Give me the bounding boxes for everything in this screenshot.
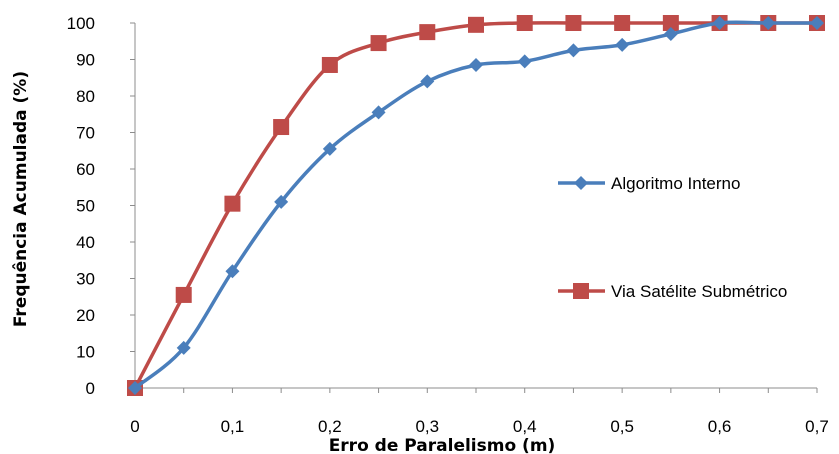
y-tick-label: 70 <box>76 124 95 143</box>
data-point-diamond-marker <box>615 37 630 52</box>
legend: Algoritmo Interno Via Satélite Submétrico <box>558 174 787 301</box>
data-point-diamond-marker <box>712 16 727 30</box>
legend-label: Algoritmo Interno <box>611 174 740 193</box>
y-tick-label: 100 <box>67 14 95 33</box>
data-point-square-marker <box>662 15 679 31</box>
y-axis-title: Frequência Acumulada (%) <box>11 71 31 327</box>
data-point-square-marker <box>224 195 241 212</box>
data-point-diamond-marker <box>810 16 824 30</box>
legend-square-marker <box>573 283 589 299</box>
legend-diamond-marker <box>574 176 588 190</box>
y-tick-label: 20 <box>76 306 95 325</box>
y-tick-label: 40 <box>76 233 95 252</box>
data-point-diamond-marker <box>469 57 483 72</box>
data-point-square-marker <box>468 16 484 33</box>
x-tick-label: 0,1 <box>221 417 245 436</box>
y-tick-label: 90 <box>76 51 95 70</box>
data-point-diamond-marker <box>274 194 289 209</box>
data-point-diamond-marker <box>225 264 240 279</box>
x-tick-label: 0 <box>130 417 139 436</box>
series-via-satelite <box>127 15 825 396</box>
data-point-square-marker <box>273 119 290 136</box>
data-point-square-marker <box>175 286 192 303</box>
legend-item: Via Satélite Submétrico <box>558 282 787 301</box>
x-tick-label: 0,4 <box>513 417 537 436</box>
series-line <box>133 20 817 390</box>
x-tick-label: 0,3 <box>415 417 439 436</box>
y-tick-label: 0 <box>86 379 95 398</box>
y-ticks: 0 10 20 30 40 50 60 70 80 90 100 <box>67 14 135 398</box>
y-tick-label: 80 <box>76 87 95 106</box>
data-point-diamond-marker <box>566 43 581 58</box>
data-point-square-marker <box>614 15 631 31</box>
data-point-diamond-marker <box>128 381 142 395</box>
data-point-diamond-marker <box>761 16 776 30</box>
data-point-square-marker <box>419 24 436 41</box>
x-tick-label: 0,2 <box>318 417 342 436</box>
data-point-diamond-marker <box>176 340 191 355</box>
data-point-square-marker <box>565 15 582 31</box>
data-point-diamond-marker <box>371 105 386 120</box>
y-tick-label: 30 <box>76 270 95 289</box>
series-algoritmo <box>128 16 824 395</box>
legend-label: Via Satélite Submétrico <box>611 282 787 301</box>
x-tick-label: 0,5 <box>610 417 634 436</box>
data-point-diamond-marker <box>517 54 532 69</box>
series-layer <box>127 15 825 396</box>
y-tick-label: 50 <box>76 197 95 216</box>
x-tick-label: 0,6 <box>708 417 732 436</box>
x-ticks: 0 0,1 0,2 0,3 0,4 0,5 0,6 0,7 <box>130 388 829 436</box>
data-point-diamond-marker <box>420 74 435 89</box>
y-tick-label: 10 <box>76 343 95 362</box>
legend-item: Algoritmo Interno <box>558 174 740 193</box>
data-point-square-marker <box>516 15 533 31</box>
y-tick-label: 60 <box>76 160 95 179</box>
data-point-diamond-marker <box>322 141 337 156</box>
x-tick-label: 0,7 <box>805 417 829 436</box>
data-point-square-marker <box>321 56 338 73</box>
data-point-diamond-marker <box>663 26 678 41</box>
x-axis-title: Erro de Paralelismo (m) <box>329 436 556 454</box>
data-point-square-marker <box>370 35 387 52</box>
